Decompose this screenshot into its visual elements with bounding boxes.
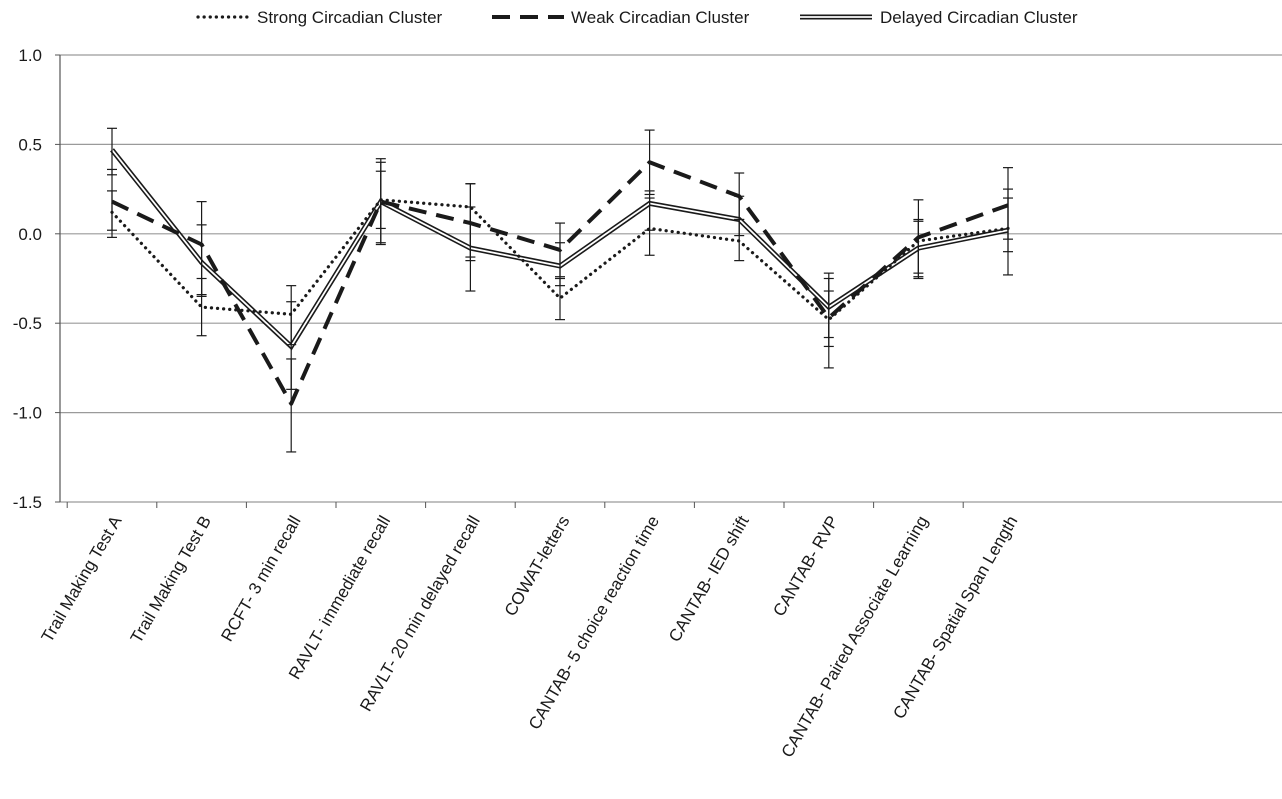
error-bar [555, 242, 565, 287]
error-bar [913, 218, 924, 280]
y-tick-label: 1.0 [18, 46, 42, 65]
legend-item: Weak Circadian Cluster [492, 8, 750, 27]
error-bar [734, 195, 745, 237]
error-bar [375, 161, 386, 246]
error-bar [1003, 188, 1013, 276]
category-label: CANTAB- IED shift [665, 512, 753, 645]
error-bar [196, 224, 207, 297]
y-tick-label: -0.5 [13, 314, 42, 333]
error-bar [465, 206, 476, 292]
y-tick-label: -1.0 [13, 404, 42, 423]
error-bar [644, 190, 655, 231]
error-bar [107, 127, 117, 176]
category-label: Trail Making Test A [38, 512, 126, 646]
category-label: RCFT- 3 min recall [217, 513, 304, 645]
error-bars [107, 127, 1013, 453]
strong-circadian-cluster-line [110, 198, 1010, 322]
category-label: CANTAB- RVP [769, 513, 842, 620]
category-label: Trail Making Test B [127, 513, 215, 647]
legend-item: Delayed Circadian Cluster [800, 8, 1078, 27]
y-axis: 1.0 0.5 0.0 -0.5 -1.0 -1.5 [13, 46, 61, 512]
y-tick-label: -1.5 [13, 493, 42, 512]
legend-label: Weak Circadian Cluster [571, 8, 750, 27]
legend-item: Strong Circadian Cluster [196, 8, 443, 27]
y-tick-label: 0.5 [18, 135, 42, 154]
category-label: COWAT-letters [501, 513, 574, 620]
legend: Strong Circadian Cluster Weak Circadian C… [196, 8, 1078, 27]
gridlines [60, 54, 1282, 503]
error-bar [823, 277, 834, 339]
x-axis: Trail Making Test A Trail Making Test B RC… [38, 502, 1021, 761]
y-tick-label: 0.0 [18, 225, 42, 244]
error-bar [107, 168, 117, 231]
category-label: RAVLT- immediate recall [285, 513, 394, 683]
error-bar [286, 301, 297, 390]
category-label: CANTAB- Paired Associate Learning [778, 513, 932, 761]
legend-label: Delayed Circadian Cluster [880, 8, 1078, 27]
legend-label: Strong Circadian Cluster [257, 8, 443, 27]
